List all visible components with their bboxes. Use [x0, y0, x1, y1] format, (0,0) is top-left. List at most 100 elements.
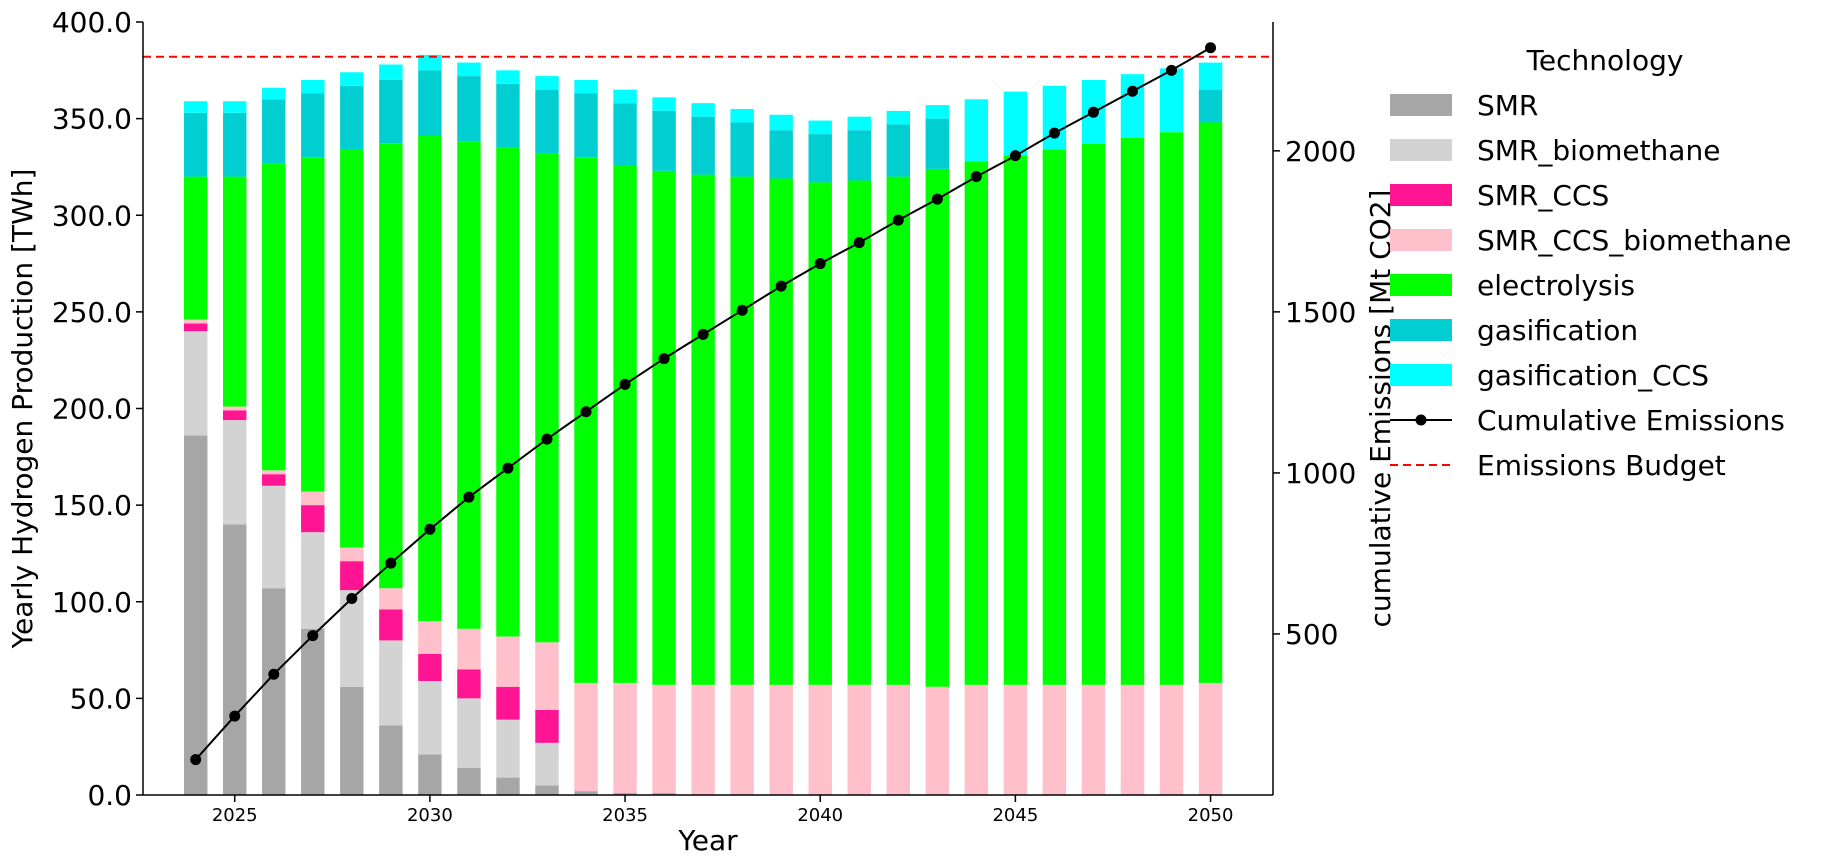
bar-gasification-2039	[769, 130, 793, 179]
bar-smr-biomethane-2027	[301, 532, 325, 629]
bar-smr-2029	[379, 725, 403, 795]
cumulative-emissions-layer	[190, 42, 1217, 766]
bar-smr-ccs-biomethane-2046	[1042, 684, 1067, 795]
bar-electrolysis-2036	[652, 170, 676, 685]
legend-label: SMR_CCS_biomethane	[1477, 224, 1791, 257]
bar-gasification-2025	[223, 112, 247, 177]
bar-smr-2034	[574, 791, 598, 795]
bar-smr-ccs-biomethane-2047	[1081, 684, 1106, 795]
bar-electrolysis-2038	[730, 176, 754, 685]
x-tick-label: 2040	[797, 805, 843, 826]
y2-tick-label: 2000	[1285, 135, 1356, 168]
bar-smr-2025	[223, 524, 247, 795]
bar-smr-biomethane-2033	[535, 742, 559, 786]
legend-label: Emissions Budget	[1477, 449, 1726, 482]
y-tick-label: 250.0	[52, 296, 132, 329]
cumulative-emissions-point-2025	[229, 710, 241, 722]
bar-groups	[183, 54, 1223, 795]
y-tick-label: 200.0	[52, 393, 132, 426]
bar-smr-ccs-2031	[457, 669, 481, 699]
legend-label: electrolysis	[1477, 269, 1635, 302]
cumulative-emissions-point-2026	[268, 668, 280, 680]
bar-gasification-ccs-2024	[183, 101, 208, 113]
bar-electrolysis-2048	[1120, 137, 1145, 685]
bar-smr-ccs-biomethane-2048	[1120, 684, 1145, 795]
legend-swatch-smr-ccs	[1390, 184, 1452, 206]
bar-smr-ccs-biomethane-2049	[1159, 684, 1184, 795]
bar-gasification-ccs-2032	[496, 70, 520, 84]
y-axis-label: Yearly Hydrogen Production [TWh]	[6, 169, 39, 650]
cumulative-emissions-point-2046	[1048, 127, 1060, 139]
bar-gasification-ccs-2037	[691, 103, 715, 117]
bar-gasification-2033	[535, 89, 559, 154]
bar-smr-ccs-biomethane-2028	[340, 547, 364, 562]
bar-smr-2035	[613, 793, 637, 795]
bar-electrolysis-2032	[496, 147, 520, 637]
bar-electrolysis-2024	[183, 176, 208, 320]
bar-smr-ccs-biomethane-2043	[925, 686, 950, 795]
legend-label: gasification_CCS	[1477, 359, 1709, 392]
bar-smr-2027	[301, 628, 325, 795]
bar-smr-biomethane-2028	[340, 590, 364, 687]
bar-electrolysis-2041	[847, 180, 871, 685]
bar-smr-ccs-biomethane-2026	[262, 470, 286, 475]
bar-smr-2033	[535, 785, 559, 795]
bar-electrolysis-2046	[1042, 149, 1067, 685]
bar-gasification-2029	[379, 79, 403, 144]
bar-smr-ccs-biomethane-2029	[379, 588, 403, 610]
legend-label: gasification	[1477, 314, 1638, 347]
bar-gasification-2035	[613, 103, 637, 166]
legend-title: Technology	[1526, 44, 1684, 77]
bar-smr-ccs-biomethane-2033	[535, 642, 559, 710]
bar-gasification-ccs-2044	[964, 99, 989, 162]
bar-gasification-2040	[808, 134, 832, 183]
bar-electrolysis-2026	[262, 163, 286, 471]
bar-smr-ccs-biomethane-2042	[886, 684, 910, 795]
bar-gasification-2036	[652, 110, 676, 171]
y2-axis-label: cumulative Emissions [Mt CO2]	[1364, 190, 1397, 628]
bar-gasification-2032	[496, 83, 520, 148]
bar-gasification-2043	[925, 118, 950, 169]
legend-swatch-gasification	[1390, 319, 1452, 341]
bar-smr-ccs-biomethane-2035	[613, 682, 637, 794]
bar-gasification-ccs-2033	[535, 76, 559, 90]
legend-swatch-smr-biomethane	[1390, 139, 1452, 161]
cumulative-emissions-point-2029	[385, 557, 397, 569]
cumulative-emissions-point-2043	[931, 193, 943, 205]
bar-gasification-2037	[691, 116, 715, 175]
legend-swatch-smr	[1390, 94, 1452, 116]
y2-tick-label: 1000	[1285, 457, 1356, 490]
legend-swatch-gasification-ccs	[1390, 364, 1452, 386]
x-tick-label: 2035	[602, 805, 648, 826]
bar-smr-ccs-biomethane-2036	[652, 684, 676, 794]
bar-gasification-ccs-2048	[1120, 74, 1145, 138]
x-tick-label: 2030	[407, 805, 453, 826]
bar-smr-ccs-biomethane-2032	[496, 636, 520, 687]
bar-gasification-2028	[340, 85, 364, 150]
legend-marker-cumulative-emissions	[1415, 414, 1427, 426]
bar-smr-biomethane-2025	[223, 420, 247, 525]
bar-smr-ccs-biomethane-2041	[847, 684, 871, 795]
bar-smr-ccs-2029	[379, 609, 403, 641]
cumulative-emissions-point-2030	[424, 523, 436, 535]
bar-electrolysis-2043	[925, 168, 950, 687]
x-tick-label: 2025	[212, 805, 258, 826]
bar-gasification-ccs-2026	[262, 87, 286, 100]
cumulative-emissions-point-2036	[658, 353, 670, 365]
bar-smr-ccs-biomethane-2045	[1003, 684, 1028, 795]
bar-electrolysis-2025	[223, 176, 247, 407]
bar-smr-2024	[183, 435, 208, 795]
cumulative-emissions-point-2047	[1087, 106, 1099, 118]
bar-smr-2026	[262, 588, 286, 795]
bar-smr-ccs-2032	[496, 686, 520, 720]
bar-smr-2036	[652, 793, 676, 795]
bar-gasification-ccs-2041	[847, 116, 871, 131]
bar-smr-2031	[457, 767, 481, 795]
y2-tick-label: 1500	[1285, 296, 1356, 329]
cumulative-emissions-point-2035	[619, 378, 631, 390]
bar-gasification-2030	[418, 70, 442, 137]
cumulative-emissions-point-2031	[463, 491, 475, 503]
legend-label: SMR_biomethane	[1477, 134, 1720, 167]
legend-label: Cumulative Emissions	[1477, 404, 1785, 437]
